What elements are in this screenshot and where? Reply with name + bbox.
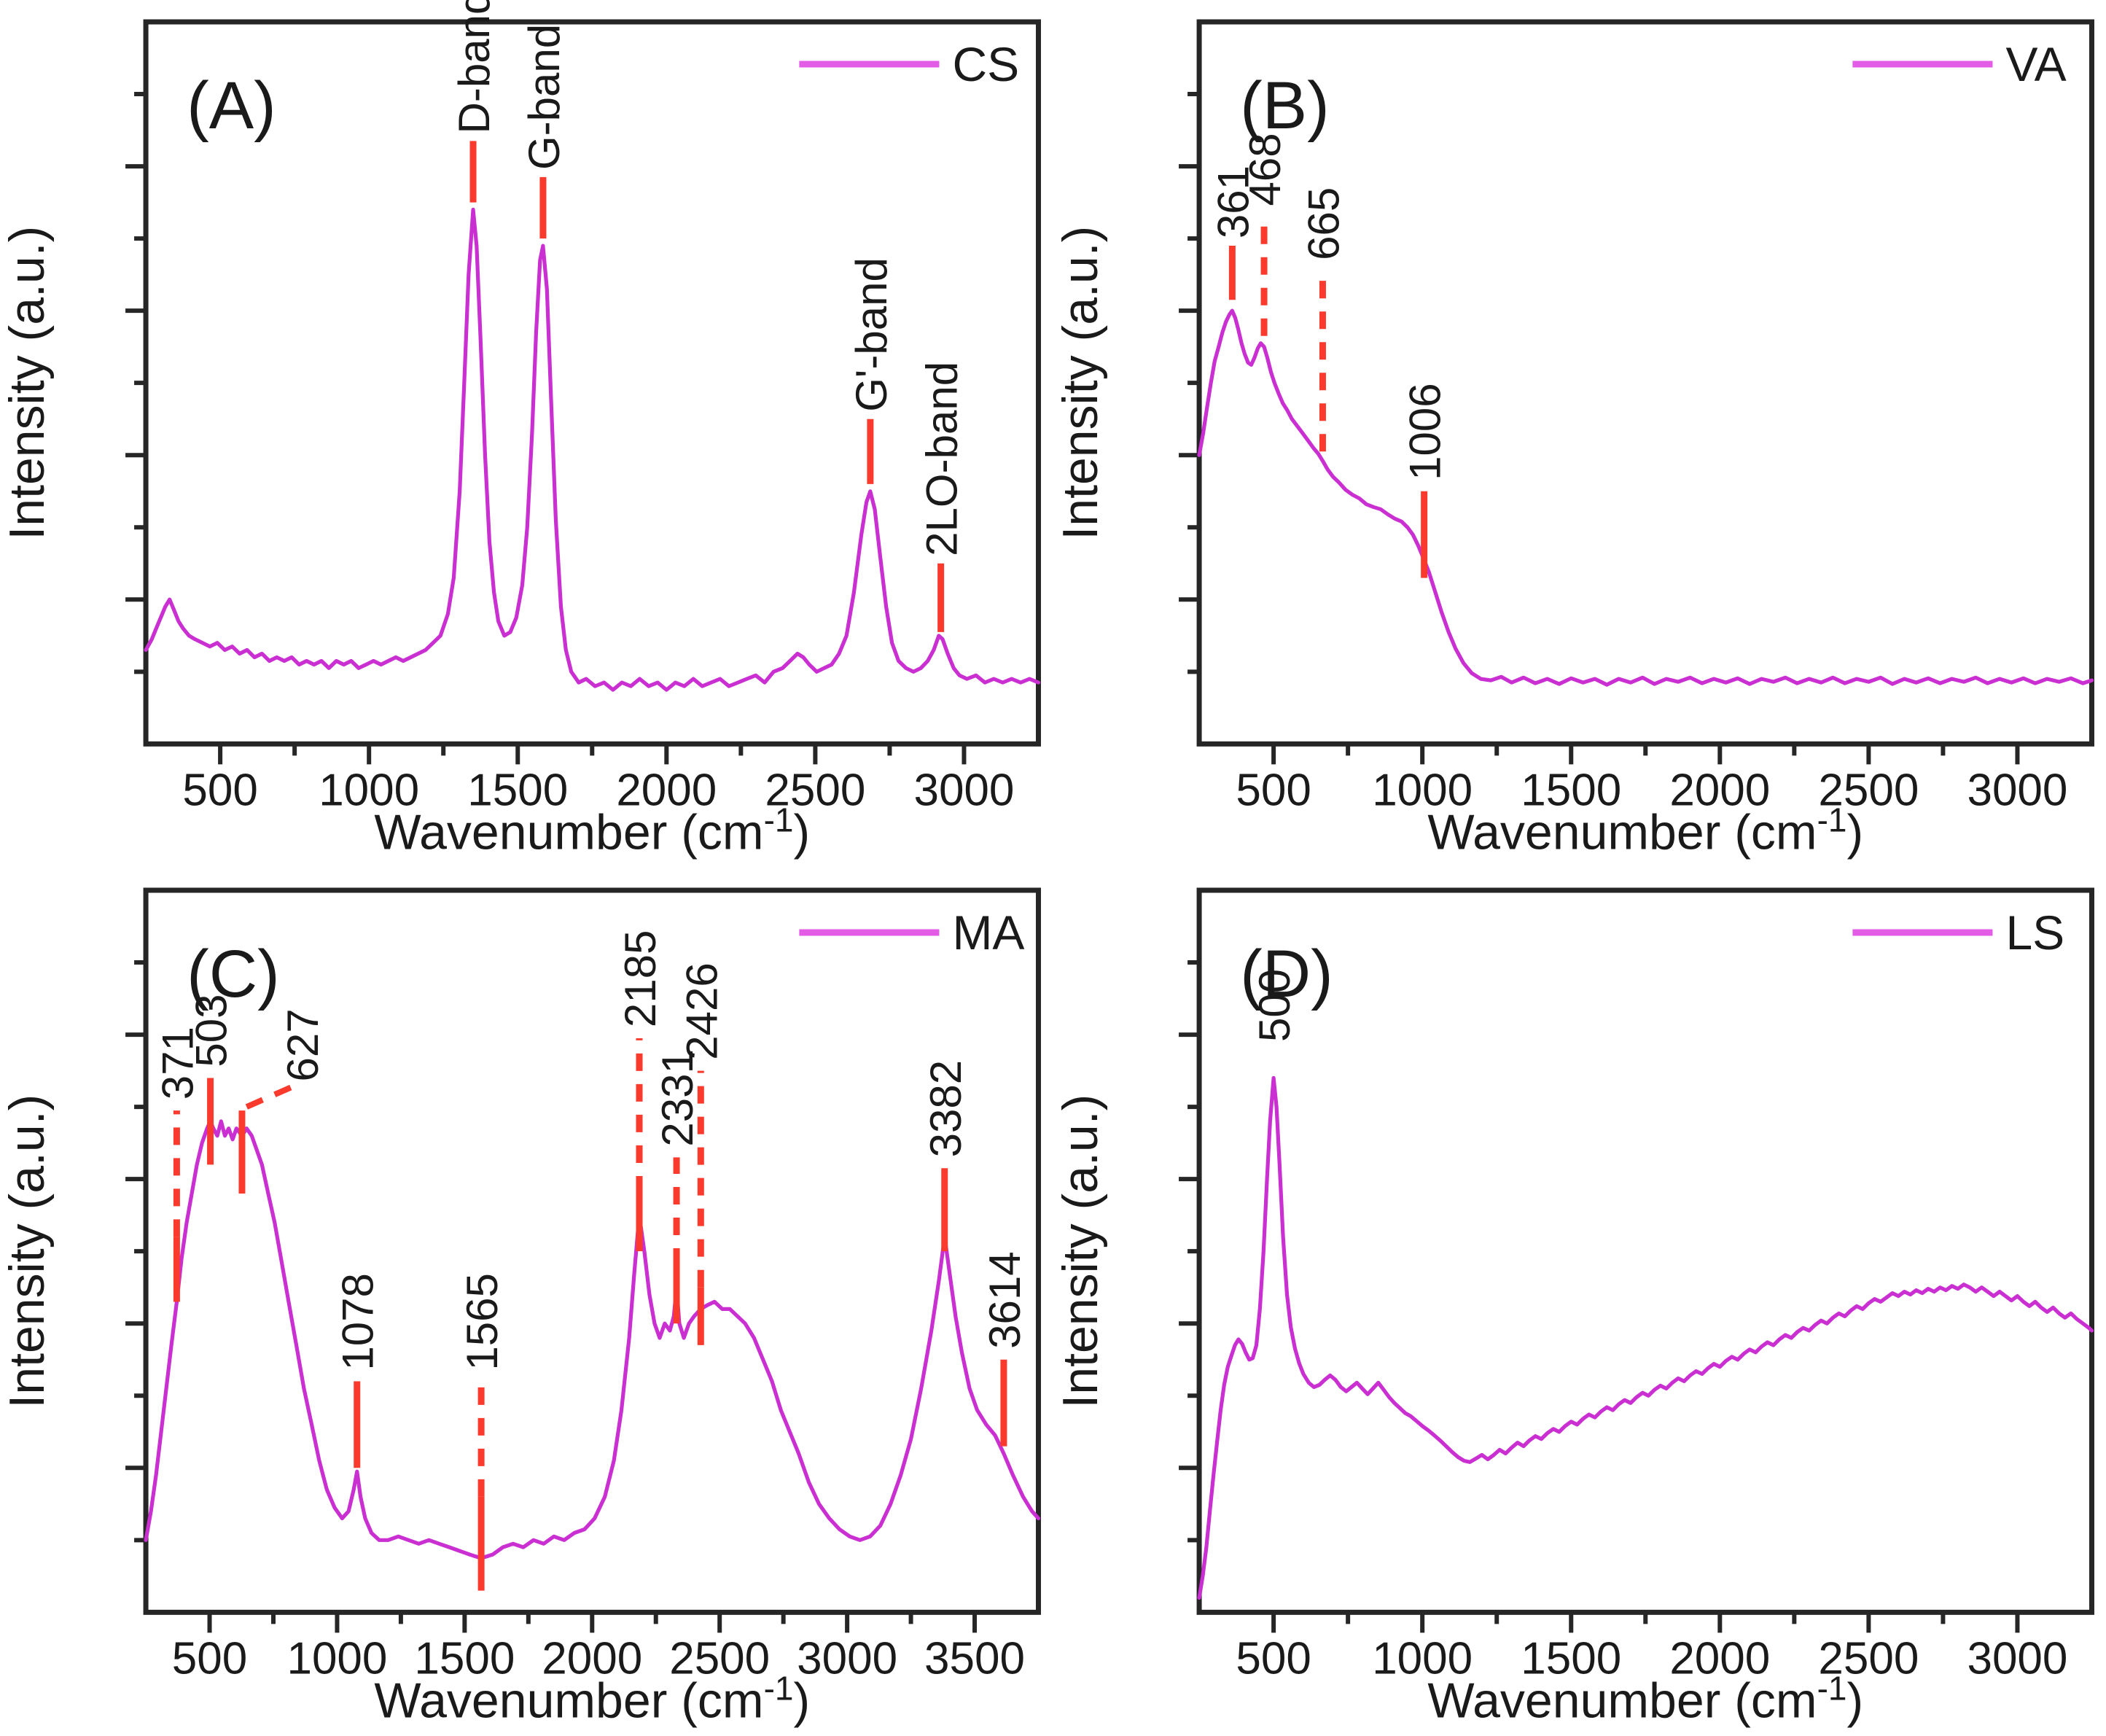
- panel-letter: (C): [187, 936, 280, 1011]
- x-tick-label: 2500: [1818, 1633, 1919, 1684]
- x-tick-label: 2500: [765, 765, 865, 815]
- x-axis: 500 1000 1500 2000 2500 3000 3500: [172, 1611, 1025, 1684]
- peak-label: 3382: [921, 1059, 970, 1157]
- peak-label: 2185: [616, 930, 665, 1027]
- legend-label: CS: [952, 37, 1019, 91]
- x-axis-title: Wavenumber (cm-1): [374, 1669, 810, 1728]
- panel-b-chart: 500 1000 1500 2000 2500 3000 Wavenumber (cm-1)…: [1053, 0, 2106, 868]
- peak-label: 503: [187, 994, 236, 1067]
- x-axis-title: Wavenumber (cm-1): [1427, 801, 1863, 860]
- legend: MA: [799, 906, 1024, 960]
- y-axis: [1178, 960, 1199, 1542]
- peak-label: 1565: [458, 1273, 507, 1371]
- legend: CS: [799, 37, 1019, 91]
- y-axis-title: Intensity (a.u.): [0, 1094, 55, 1408]
- x-axis-title: Wavenumber (cm-1): [374, 801, 810, 860]
- x-tick-label: 3000: [913, 765, 1014, 815]
- plot-border: [1196, 19, 2094, 747]
- peak-label: G-band: [520, 24, 569, 170]
- y-axis: [125, 92, 147, 674]
- x-tick-label: 1500: [414, 1633, 515, 1684]
- x-tick-label: 1000: [1372, 765, 1473, 815]
- x-tick-label: 2500: [669, 1633, 770, 1684]
- peak-label: 2426: [677, 962, 726, 1060]
- legend: LS: [1852, 906, 2064, 960]
- peak-label: 371: [153, 1027, 202, 1099]
- x-tick-label: 3000: [1967, 765, 2067, 815]
- y-axis: [125, 960, 147, 1542]
- x-tick-label: 3500: [924, 1633, 1025, 1684]
- x-tick-label: 2000: [1669, 1633, 1770, 1684]
- peak-label: 468: [1241, 133, 1290, 206]
- x-tick-label: 2000: [616, 765, 717, 815]
- spectrum-curve: [144, 207, 1041, 692]
- peak-label: 361: [1209, 166, 1257, 238]
- x-tick-label: 500: [1236, 765, 1311, 815]
- plot-border: [143, 19, 1041, 747]
- spectrum-curve: [1196, 1075, 2094, 1600]
- x-tick-label: 1000: [1372, 1633, 1473, 1684]
- y-axis: [1178, 92, 1199, 674]
- x-tick-label: 1000: [286, 1633, 387, 1684]
- peak-label: 3614: [980, 1251, 1029, 1349]
- x-tick-label: 1000: [319, 765, 419, 815]
- peak-annotations: 500: [1250, 968, 1299, 1041]
- x-tick-label: 2000: [1669, 765, 1770, 815]
- legend-label: MA: [952, 906, 1024, 960]
- peak-label: 2331: [653, 1049, 702, 1147]
- x-axis-title: Wavenumber (cm-1): [1427, 1669, 1863, 1728]
- peak-label: 627: [278, 1008, 327, 1081]
- x-tick-label: 2500: [1818, 765, 1919, 815]
- panel-letter: (D): [1240, 936, 1333, 1011]
- x-tick-label: 500: [1236, 1633, 1311, 1684]
- x-axis: 500 1000 1500 2000 2500 3000: [182, 744, 1014, 815]
- spectrum-curve: [1196, 308, 2094, 687]
- panel-a-chart: 500 1000 1500 2000 2500 3000 Wavenumber (cm-1)…: [0, 0, 1053, 868]
- legend-label: VA: [2005, 37, 2066, 91]
- x-tick-label: 2000: [542, 1633, 642, 1684]
- x-tick-label: 3000: [1967, 1633, 2067, 1684]
- legend: VA: [1852, 37, 2066, 91]
- x-tick-label: 1500: [1521, 1633, 1621, 1684]
- x-tick-label: 500: [182, 765, 257, 815]
- panel-letter: (B): [1240, 68, 1330, 143]
- peak-label: 2LO-band: [918, 362, 967, 556]
- peak-label: G'-band: [847, 257, 896, 412]
- x-tick-label: 3000: [797, 1633, 897, 1684]
- y-axis-title: Intensity (a.u.): [0, 226, 55, 540]
- peak-label: D-band: [450, 0, 499, 134]
- x-tick-label: 1500: [1521, 765, 1621, 815]
- x-tick-label: 1500: [467, 765, 568, 815]
- y-axis-title: Intensity (a.u.): [1053, 1094, 1108, 1408]
- peak-annotations: D-band G-band G'-band 2LO-band: [450, 0, 967, 632]
- peak-leader-line: [245, 1082, 297, 1110]
- panel-c-chart: 500 1000 1500 2000 2500 3000 3500 Wavenumber (c…: [0, 868, 1053, 1736]
- panel-d-chart: 500 1000 1500 2000 2500 3000 Wavenumber (cm-1)…: [1053, 868, 2106, 1736]
- peak-label: 665: [1299, 187, 1348, 260]
- x-tick-label: 500: [172, 1633, 247, 1684]
- peak-label: 1078: [334, 1273, 383, 1371]
- peak-label: 1006: [1400, 383, 1449, 480]
- y-axis-title: Intensity (a.u.): [1053, 226, 1108, 540]
- x-axis: 500 1000 1500 2000 2500 3000: [1236, 744, 2067, 815]
- legend-label: LS: [2005, 906, 2064, 960]
- x-axis: 500 1000 1500 2000 2500 3000: [1236, 1611, 2067, 1684]
- spectrum-curve: [144, 1118, 1041, 1560]
- panel-letter: (A): [187, 68, 276, 143]
- peak-label: 500: [1250, 968, 1299, 1041]
